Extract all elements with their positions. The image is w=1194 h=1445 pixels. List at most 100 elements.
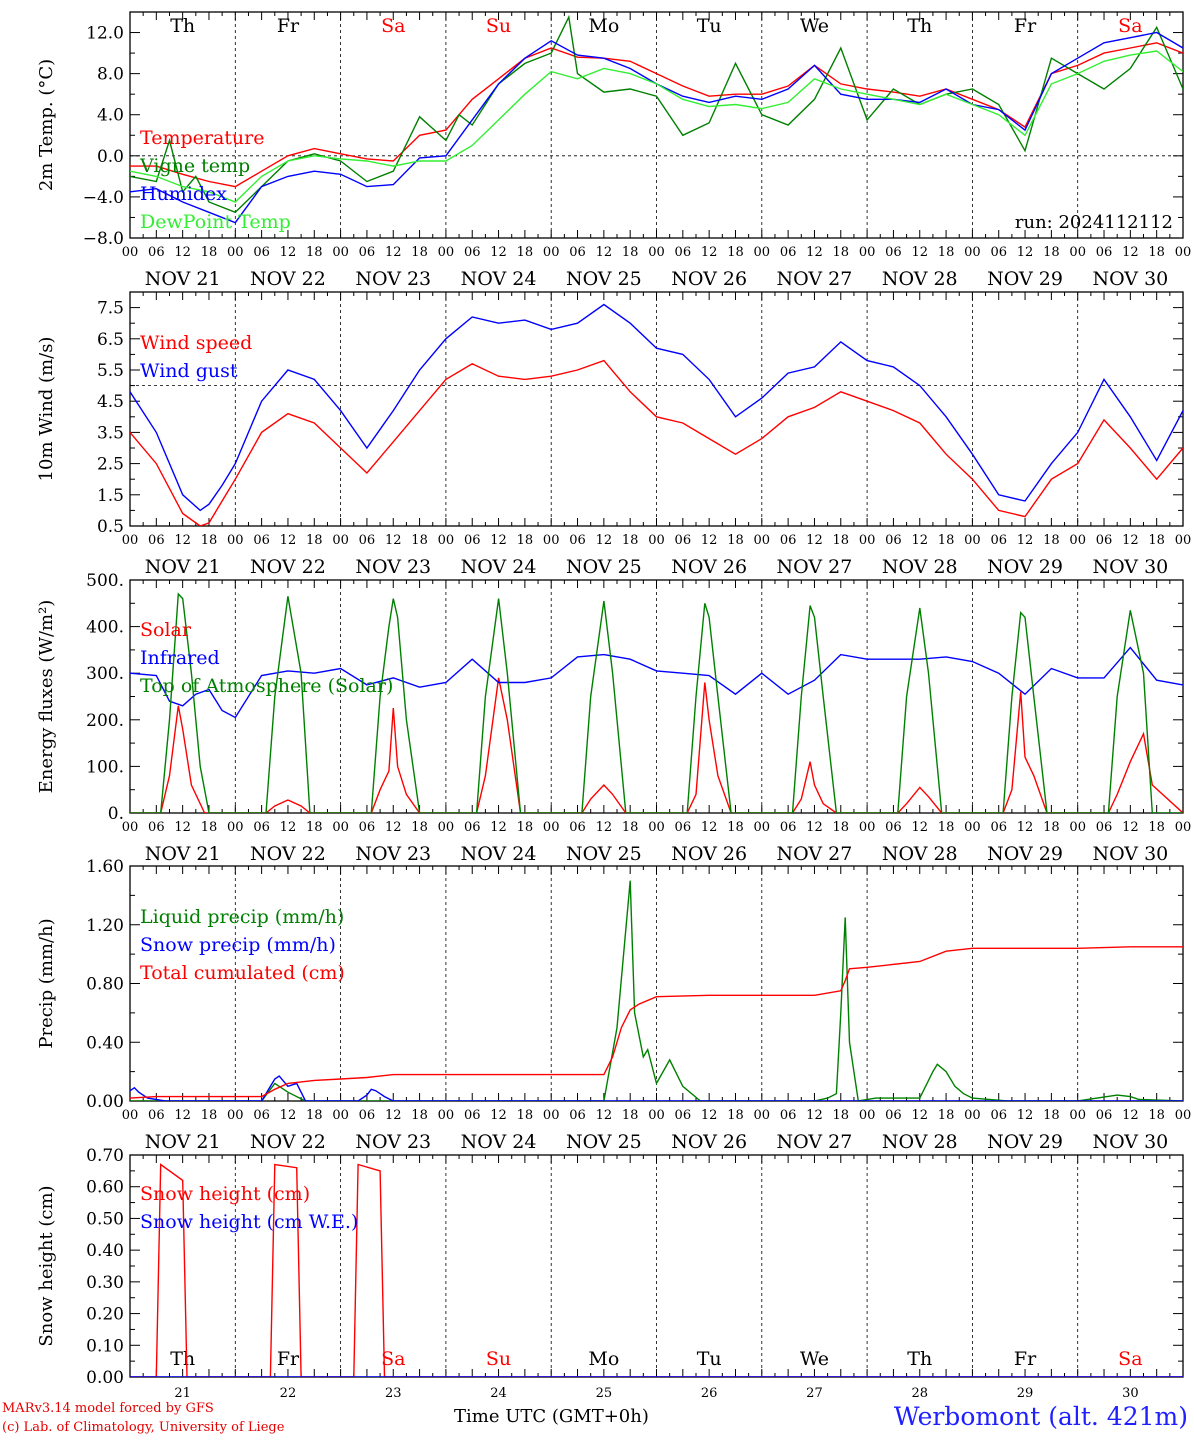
hour-tick-label: 00 [754,820,771,835]
hour-tick-label: 00 [754,533,771,548]
date-label: NOV 22 [250,843,326,865]
run-annotation: run: 2024112112 [1015,212,1173,233]
hour-tick-label: 18 [201,533,218,548]
hour-tick-label: 12 [385,533,402,548]
hour-tick-label: 00 [438,245,455,260]
hour-tick-label: 00 [964,533,981,548]
hour-tick-label: 06 [1096,245,1113,260]
panel-wind: 7.5 6.5 5.5 4.5 3.5 2.5 1.5 0.5 10m Wind (m/s) 00… [36,291,1191,578]
y-tick-label: 200. [86,711,124,731]
hour-tick-label: 06 [675,820,692,835]
hour-tick-label: 18 [833,1108,850,1123]
hour-tick-label: 00 [227,533,244,548]
date-label: NOV 29 [987,268,1063,290]
y-tick-label: 100. [86,757,124,777]
hour-tick-label: 06 [885,820,902,835]
hour-tick-label: 00 [648,1108,665,1123]
hour-tick-label: 06 [359,820,376,835]
y-tick-label: 0.10 [86,1336,124,1356]
date-label: NOV 26 [671,268,747,290]
day-number-label: 25 [596,1386,613,1401]
y-tick-label: 500. [86,571,124,591]
y-tick-label: 0.00 [86,1092,124,1112]
y-tick-label: 1.60 [86,857,124,877]
date-label: NOV 29 [987,843,1063,865]
hour-tick-label: 18 [306,1108,323,1123]
weekday-label: Sa [1118,15,1142,37]
hour-tick-label: 06 [990,245,1007,260]
date-label: NOV 25 [566,556,642,578]
hour-tick-label: 06 [569,820,586,835]
series-line-vigne-temp [130,14,1183,214]
weekday-label: We [800,1348,829,1370]
hour-tick-label: 06 [253,533,270,548]
hour-tick-label: 18 [1043,1108,1060,1123]
hour-tick-label: 06 [359,245,376,260]
hour-tick-label: 00 [122,1108,139,1123]
legend-entry: Snow height (cm W.E.) [140,1211,358,1233]
series-line-snow-height-cm- [130,1163,1183,1377]
hour-tick-label: 12 [1017,533,1034,548]
y-tick-label: 0.80 [86,975,124,995]
hour-tick-label: 00 [438,1108,455,1123]
date-label: NOV 23 [355,843,431,865]
hour-tick-label: 12 [596,820,613,835]
day-number-label: 26 [701,1386,718,1401]
weekday-label: Fr [277,1348,300,1370]
day-number-label: 30 [1122,1386,1139,1401]
hour-tick-label: 12 [174,533,191,548]
hour-tick-label: 12 [911,820,928,835]
day-number-label: 23 [385,1386,402,1401]
date-label: NOV 30 [1092,1131,1168,1153]
weekday-label: Th [170,1348,195,1370]
weekday-label: Tu [697,15,722,37]
date-label: NOV 24 [461,268,537,290]
y-tick-label: 1.20 [86,916,124,936]
hour-tick-label: 00 [122,820,139,835]
date-label: NOV 25 [566,843,642,865]
weekday-label: Th [907,15,932,37]
hour-tick-label: 00 [859,820,876,835]
date-label: NOV 23 [355,268,431,290]
y-tick-label: 0. [108,804,124,824]
hour-tick-label: 06 [464,1108,481,1123]
lab-credit: (c) Lab. of Climatology, University of L… [2,1420,285,1435]
date-label: NOV 21 [145,268,221,290]
hour-tick-label: 12 [701,1108,718,1123]
hour-tick-label: 12 [806,245,823,260]
hour-tick-label: 06 [253,245,270,260]
hour-tick-label: 00 [332,533,349,548]
hour-tick-label: 18 [938,820,955,835]
hour-tick-label: 12 [1122,1108,1139,1123]
hour-tick-label: 06 [464,245,481,260]
legend-entry: Temperature [140,127,264,149]
hour-tick-label: 12 [911,533,928,548]
y-tick-label: 0.40 [86,1033,124,1053]
y-tick-label: 0.70 [86,1146,124,1166]
hour-tick-label: 12 [280,533,297,548]
hour-tick-label: 06 [780,820,797,835]
hour-tick-label: 12 [596,245,613,260]
legend-entry: Top of Atmosphere (Solar) [140,675,393,697]
hour-tick-label: 06 [675,1108,692,1123]
hour-tick-label: 18 [1148,820,1165,835]
hour-tick-label: 12 [1122,820,1139,835]
weekday-label: Fr [277,15,300,37]
hour-tick-label: 12 [596,1108,613,1123]
hour-tick-label: 12 [490,1108,507,1123]
hour-tick-label: 00 [859,245,876,260]
series-line-liquid-precip-mm-h- [130,880,1183,1101]
weekday-label: Tu [697,1348,722,1370]
x-axis-title: Time UTC (GMT+0h) [454,1406,649,1427]
y-tick-label: 8.0 [97,65,124,85]
hour-tick-label: 06 [569,245,586,260]
weekday-label: Su [486,1348,511,1370]
hour-tick-label: 12 [280,820,297,835]
legend-entry: Vigne temp [139,155,250,177]
hour-tick-label: 00 [648,245,665,260]
series-line-dewpoint-temp [130,50,1183,203]
date-label: NOV 21 [145,1131,221,1153]
hour-tick-label: 18 [411,1108,428,1123]
weekday-label: Mo [588,15,619,37]
